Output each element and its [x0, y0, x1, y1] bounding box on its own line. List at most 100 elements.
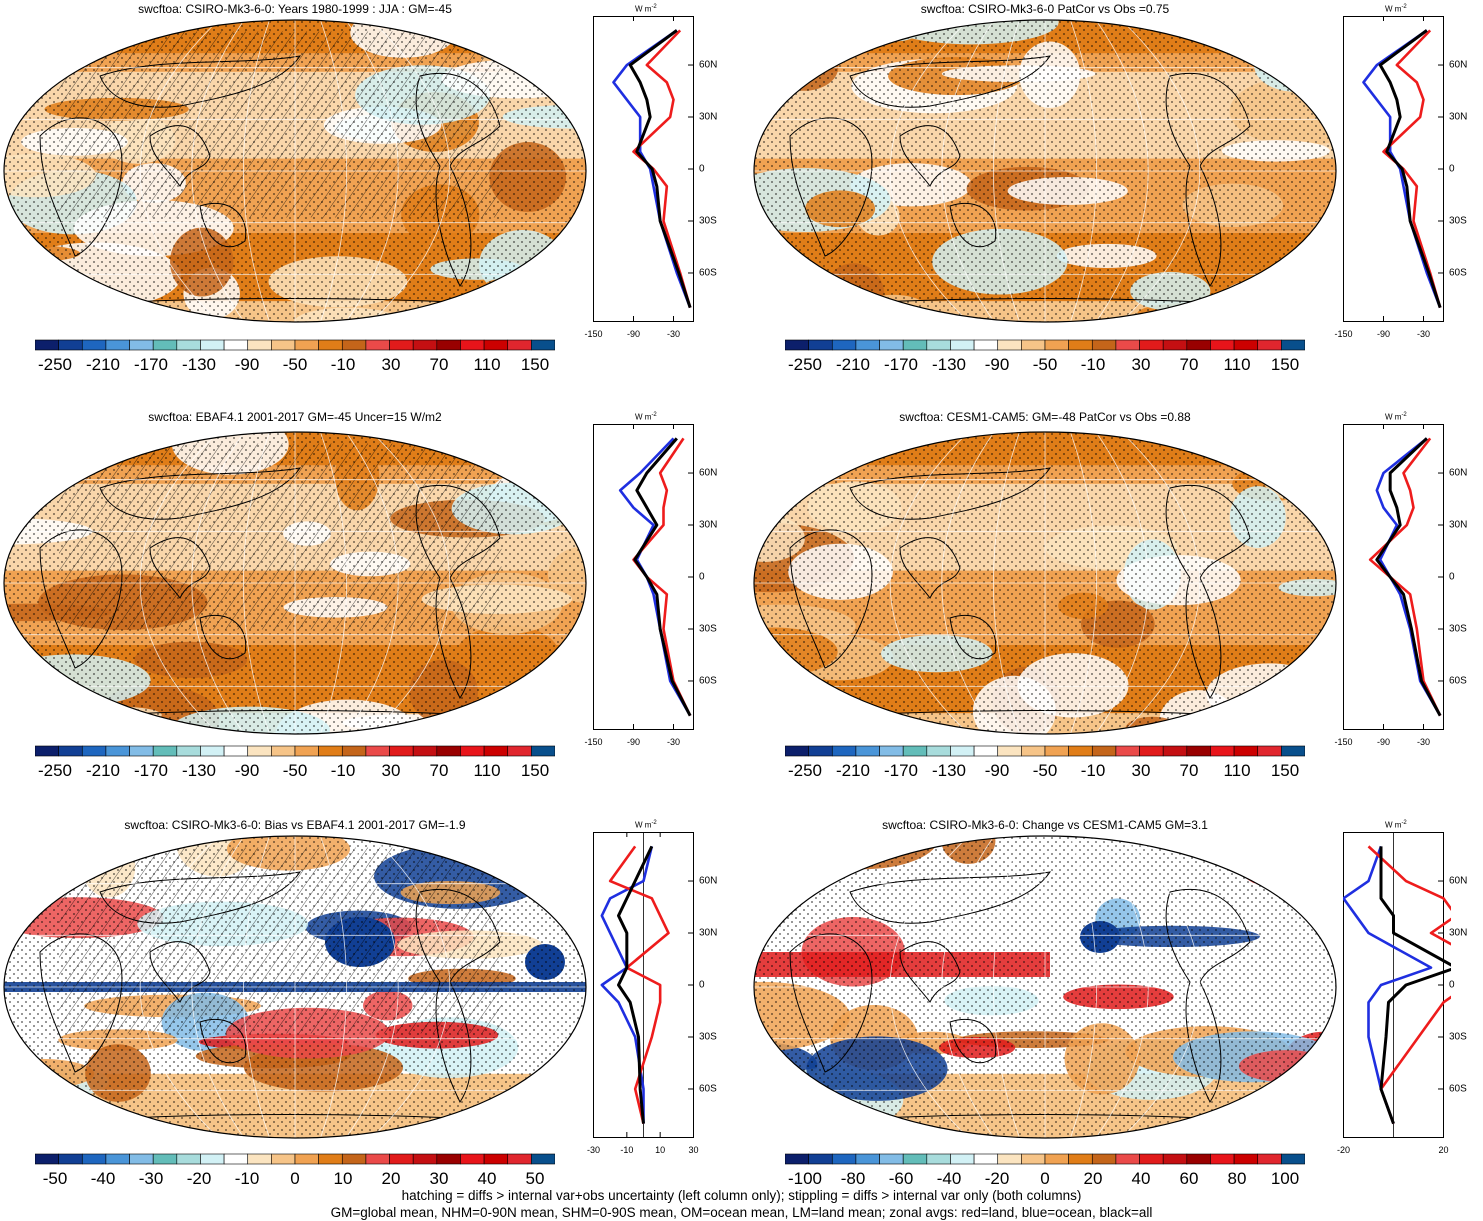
colorbar-swatch	[808, 1153, 833, 1165]
colorbar-swatch	[129, 1153, 154, 1165]
colorbar-swatch	[200, 745, 225, 757]
colorbar-tick-label: 70	[1179, 355, 1199, 374]
zonal-lat-tick-label: 30S	[699, 1031, 717, 1043]
colorbar-tick-label: -170	[883, 761, 919, 780]
colorbar-swatch	[531, 339, 555, 351]
colorbar-swatch	[1021, 745, 1046, 757]
colorbar-swatch	[389, 339, 414, 351]
colorbar-tick-label: -60	[888, 1169, 914, 1188]
colorbar-swatch	[271, 339, 296, 351]
zonal-x-tick-label: 10	[655, 1145, 666, 1155]
colorbar-swatch	[200, 339, 225, 351]
zonal-unit-label: W m-2	[635, 820, 657, 830]
zonal-mean-plot-4: W m-2 -150 -90 -30 60N 30N 0 30S 60S	[1334, 412, 1483, 759]
colorbar-swatch	[1233, 339, 1259, 351]
colorbar-tick-label: 70	[429, 355, 449, 374]
colorbar-tick-label: -250	[787, 761, 823, 780]
colorbar-tick-label: -90	[234, 355, 260, 374]
zonal-lat-tick-label: 0	[699, 979, 705, 991]
zonal-mean-plot-2: W m-2 -150 -90 -30 60N 30N 0 30S 60S	[1334, 4, 1483, 351]
zonal-lat-tick-label: 60S	[699, 675, 717, 687]
colorbar-swatch	[1068, 339, 1093, 351]
colorbar-tick-label: -40	[90, 1169, 116, 1188]
colorbar-swatch	[973, 339, 999, 351]
colorbar-swatch	[271, 745, 296, 757]
zonal-mean-plot-5: W m-2 -30 -10 10 30 60N 30N 0 30S 60S	[587, 820, 733, 1167]
colorbar-tick-label: -170	[883, 355, 919, 374]
colorbar-tick-label: 110	[473, 761, 501, 780]
zonal-lat-tick-label: 60N	[1449, 59, 1468, 71]
colorbar-swatch	[879, 745, 904, 757]
zonal-x-tick-label: 20	[1438, 1145, 1449, 1155]
colorbar-swatch	[1139, 339, 1164, 351]
zonal-unit-label: W m-2	[1385, 412, 1407, 422]
colorbar-swatch	[365, 339, 390, 351]
colorbar-swatch	[152, 339, 178, 351]
colorbar-tick-label: -90	[984, 761, 1010, 780]
colorbar-tick-label: -170	[133, 761, 169, 780]
colorbar-swatch	[855, 1153, 880, 1165]
colorbar-swatch	[1115, 745, 1140, 757]
zonal-lat-tick-label: 0	[699, 163, 705, 175]
colorbar-tick-label: -210	[85, 761, 121, 780]
colorbar-tick-label: 10	[333, 1169, 353, 1188]
colorbar-tick-label: 60	[1179, 1169, 1199, 1188]
colorbar-tick-label: -90	[984, 355, 1010, 374]
zonal-x-tick-label: -150	[1334, 737, 1353, 747]
colorbar-swatch	[389, 745, 414, 757]
colorbar-swatch	[902, 1153, 928, 1165]
map-panel-1	[3, 19, 587, 323]
colorbar-tick-label: -50	[1032, 761, 1058, 780]
zonal-lat-tick-label: 60S	[699, 267, 717, 279]
colorbar-swatch	[1115, 1153, 1140, 1165]
colorbar-swatch	[129, 745, 154, 757]
colorbar-swatch	[412, 745, 438, 757]
colorbar-swatch	[1162, 1153, 1188, 1165]
colorbar-tick-label: 70	[1179, 761, 1199, 780]
colorbar-swatch	[973, 745, 999, 757]
colorbar-swatch	[247, 745, 272, 757]
map-panel-2	[753, 19, 1337, 323]
zonal-lat-tick-label: 60N	[699, 467, 718, 479]
colorbar-6	[785, 1153, 1305, 1165]
colorbar-swatch	[247, 339, 272, 351]
colorbar-5	[35, 1153, 555, 1165]
colorbar-tick-label: 20	[381, 1169, 401, 1188]
zonal-lat-tick-label: 30N	[1449, 927, 1468, 939]
colorbar-swatch	[950, 745, 975, 757]
zonal-lat-tick-label: 60S	[1449, 1083, 1467, 1095]
colorbar-tick-label: -10	[330, 761, 356, 780]
zonal-mean-plot-1: W m-2 -150 -90 -30 60N 30N 0 30S 60S	[584, 4, 733, 351]
colorbar-tick-label: -30	[138, 1169, 164, 1188]
colorbar-tick-label: -210	[85, 355, 121, 374]
colorbar-swatch	[176, 339, 201, 351]
colorbar-swatch	[129, 339, 154, 351]
colorbar-swatch	[1281, 745, 1305, 757]
zonal-lat-tick-label: 30N	[1449, 519, 1468, 531]
colorbar-swatch	[460, 745, 485, 757]
colorbar-swatch	[879, 339, 904, 351]
colorbar-swatch	[318, 339, 343, 351]
colorbar-swatch	[152, 745, 178, 757]
colorbar-swatch	[200, 1153, 225, 1165]
footer-line-1: hatching = diffs > internal var+obs unce…	[401, 1188, 1082, 1203]
colorbar-swatch	[1186, 745, 1211, 757]
zonal-x-tick-label: -30	[666, 329, 681, 339]
zonal-lat-tick-label: 30S	[699, 215, 717, 227]
colorbar-tick-label: 50	[525, 1169, 545, 1188]
colorbar-swatch	[58, 1153, 83, 1165]
colorbar-swatch	[483, 339, 509, 351]
zonal-mean-plot-3: W m-2 -150 -90 -30 60N 30N 0 30S 60S	[584, 412, 733, 759]
colorbar-swatch	[507, 1153, 532, 1165]
colorbar-swatch	[855, 745, 880, 757]
colorbar-swatch	[902, 745, 928, 757]
colorbar-swatch	[412, 1153, 438, 1165]
zonal-lat-tick-label: 0	[1449, 979, 1455, 991]
zonal-unit-label: W m-2	[1385, 4, 1407, 14]
zonal-line-all	[617, 845, 654, 1124]
map-panel-6	[753, 835, 1337, 1139]
colorbar-tick-label: 110	[473, 355, 501, 374]
zonal-lat-tick-label: 30S	[1449, 1031, 1467, 1043]
zonal-lat-tick-label: 30N	[1449, 111, 1468, 123]
colorbar-swatch	[105, 745, 130, 757]
